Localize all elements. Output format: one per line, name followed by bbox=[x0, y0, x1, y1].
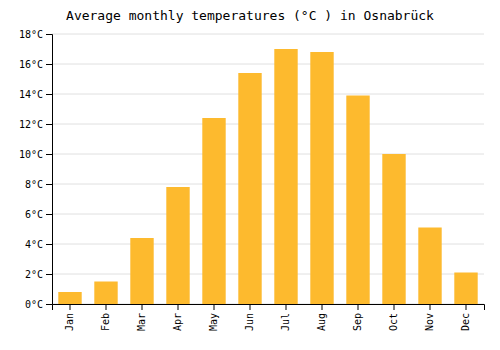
tick-label: 14°C bbox=[19, 89, 43, 100]
tick-label: Feb bbox=[100, 313, 111, 331]
tick-mark bbox=[46, 124, 52, 125]
tick: 10°C bbox=[19, 149, 52, 160]
bar bbox=[166, 187, 189, 304]
x-axis: Jan Feb Mar Apr May Jun Jul Aug Sep Oct Nov Dec bbox=[53, 304, 485, 331]
tick: Aug bbox=[316, 304, 327, 331]
tick-label: 6°C bbox=[25, 209, 43, 220]
bar bbox=[202, 118, 225, 304]
tick: 2°C bbox=[25, 269, 52, 280]
tick: 14°C bbox=[19, 89, 52, 100]
bars bbox=[58, 49, 477, 304]
tick: Oct bbox=[388, 304, 399, 331]
tick-mark bbox=[46, 244, 52, 245]
tick-label: Jun bbox=[244, 313, 255, 331]
tick: Jul bbox=[280, 304, 291, 331]
tick-label: 18°C bbox=[19, 29, 43, 40]
bar bbox=[130, 238, 153, 304]
tick-mark bbox=[286, 304, 287, 310]
tick-mark bbox=[46, 94, 52, 95]
tick-mark bbox=[178, 304, 179, 310]
tick: 6°C bbox=[25, 209, 52, 220]
tick-label: 16°C bbox=[19, 59, 43, 70]
bar bbox=[382, 154, 405, 304]
tick: Sep bbox=[352, 304, 363, 331]
grid bbox=[52, 34, 484, 304]
tick: 16°C bbox=[19, 59, 52, 70]
title: Average monthly temperatures (°C ) in Os… bbox=[66, 8, 434, 23]
tick-mark bbox=[358, 304, 359, 310]
tick: 12°C bbox=[19, 119, 52, 130]
tick: Mar bbox=[136, 304, 147, 331]
tick: Feb bbox=[100, 304, 111, 331]
tick-mark bbox=[250, 304, 251, 310]
tick-mark bbox=[106, 304, 107, 310]
grid-line bbox=[52, 64, 484, 65]
tick-label: 10°C bbox=[19, 149, 43, 160]
bar bbox=[238, 73, 261, 304]
plot: 0°C 2°C 4°C 6°C 8°C 10°C 12°C 14°C 16°C 18°C Jan Fe… bbox=[19, 29, 485, 331]
tick-label: Jul bbox=[280, 313, 291, 331]
tick-label: 4°C bbox=[25, 239, 43, 250]
bar bbox=[454, 273, 477, 305]
bar bbox=[310, 52, 333, 304]
tick-label: 8°C bbox=[25, 179, 43, 190]
bar bbox=[418, 228, 441, 305]
tick-label: Mar bbox=[136, 313, 147, 331]
bar bbox=[94, 282, 117, 305]
y-axis: 0°C 2°C 4°C 6°C 8°C 10°C 12°C 14°C 16°C 18°C bbox=[19, 29, 53, 310]
tick-mark bbox=[430, 304, 431, 310]
grid-line bbox=[52, 94, 484, 95]
tick: Apr bbox=[172, 304, 183, 331]
tick: 18°C bbox=[19, 29, 52, 40]
tick-mark bbox=[322, 304, 323, 310]
tick-mark bbox=[46, 64, 52, 65]
tick-mark bbox=[46, 184, 52, 185]
tick-mark bbox=[46, 154, 52, 155]
tick-mark bbox=[394, 304, 395, 310]
tick: Jun bbox=[244, 304, 255, 331]
tick-label: 12°C bbox=[19, 119, 43, 130]
axis-line bbox=[53, 305, 485, 311]
tick: 4°C bbox=[25, 239, 52, 250]
tick-label: Jan bbox=[64, 313, 75, 331]
grid-line bbox=[52, 214, 484, 215]
tick: 0°C bbox=[25, 299, 52, 310]
tick-mark bbox=[70, 304, 71, 310]
tick-label: 2°C bbox=[25, 269, 43, 280]
grid-line bbox=[52, 154, 484, 155]
tick-label: Dec bbox=[460, 313, 471, 331]
grid-line bbox=[52, 124, 484, 125]
tick-mark bbox=[142, 304, 143, 310]
tick-mark bbox=[466, 304, 467, 310]
tick: Jan bbox=[64, 304, 75, 331]
grid-line bbox=[52, 184, 484, 185]
tick-mark bbox=[46, 274, 52, 275]
chart: Average monthly temperatures (°C ) in Os… bbox=[0, 0, 500, 350]
tick-mark bbox=[46, 34, 52, 35]
axis-line bbox=[46, 35, 53, 305]
bar bbox=[58, 292, 81, 304]
tick-label: Oct bbox=[388, 313, 399, 331]
tick-mark bbox=[46, 304, 52, 305]
tick-label: May bbox=[208, 313, 219, 331]
bar bbox=[274, 49, 297, 304]
tick-mark bbox=[46, 214, 52, 215]
tick-label: Sep bbox=[352, 313, 363, 331]
tick: Dec bbox=[460, 304, 471, 331]
tick-label: 0°C bbox=[25, 299, 43, 310]
tick: 8°C bbox=[25, 179, 52, 190]
tick-label: Aug bbox=[316, 313, 327, 331]
tick-label: Apr bbox=[172, 313, 183, 331]
tick-mark bbox=[214, 304, 215, 310]
tick-label: Nov bbox=[424, 313, 435, 331]
tick: Nov bbox=[424, 304, 435, 331]
grid-line bbox=[52, 34, 484, 35]
bar bbox=[346, 96, 369, 305]
tick: May bbox=[208, 304, 219, 331]
